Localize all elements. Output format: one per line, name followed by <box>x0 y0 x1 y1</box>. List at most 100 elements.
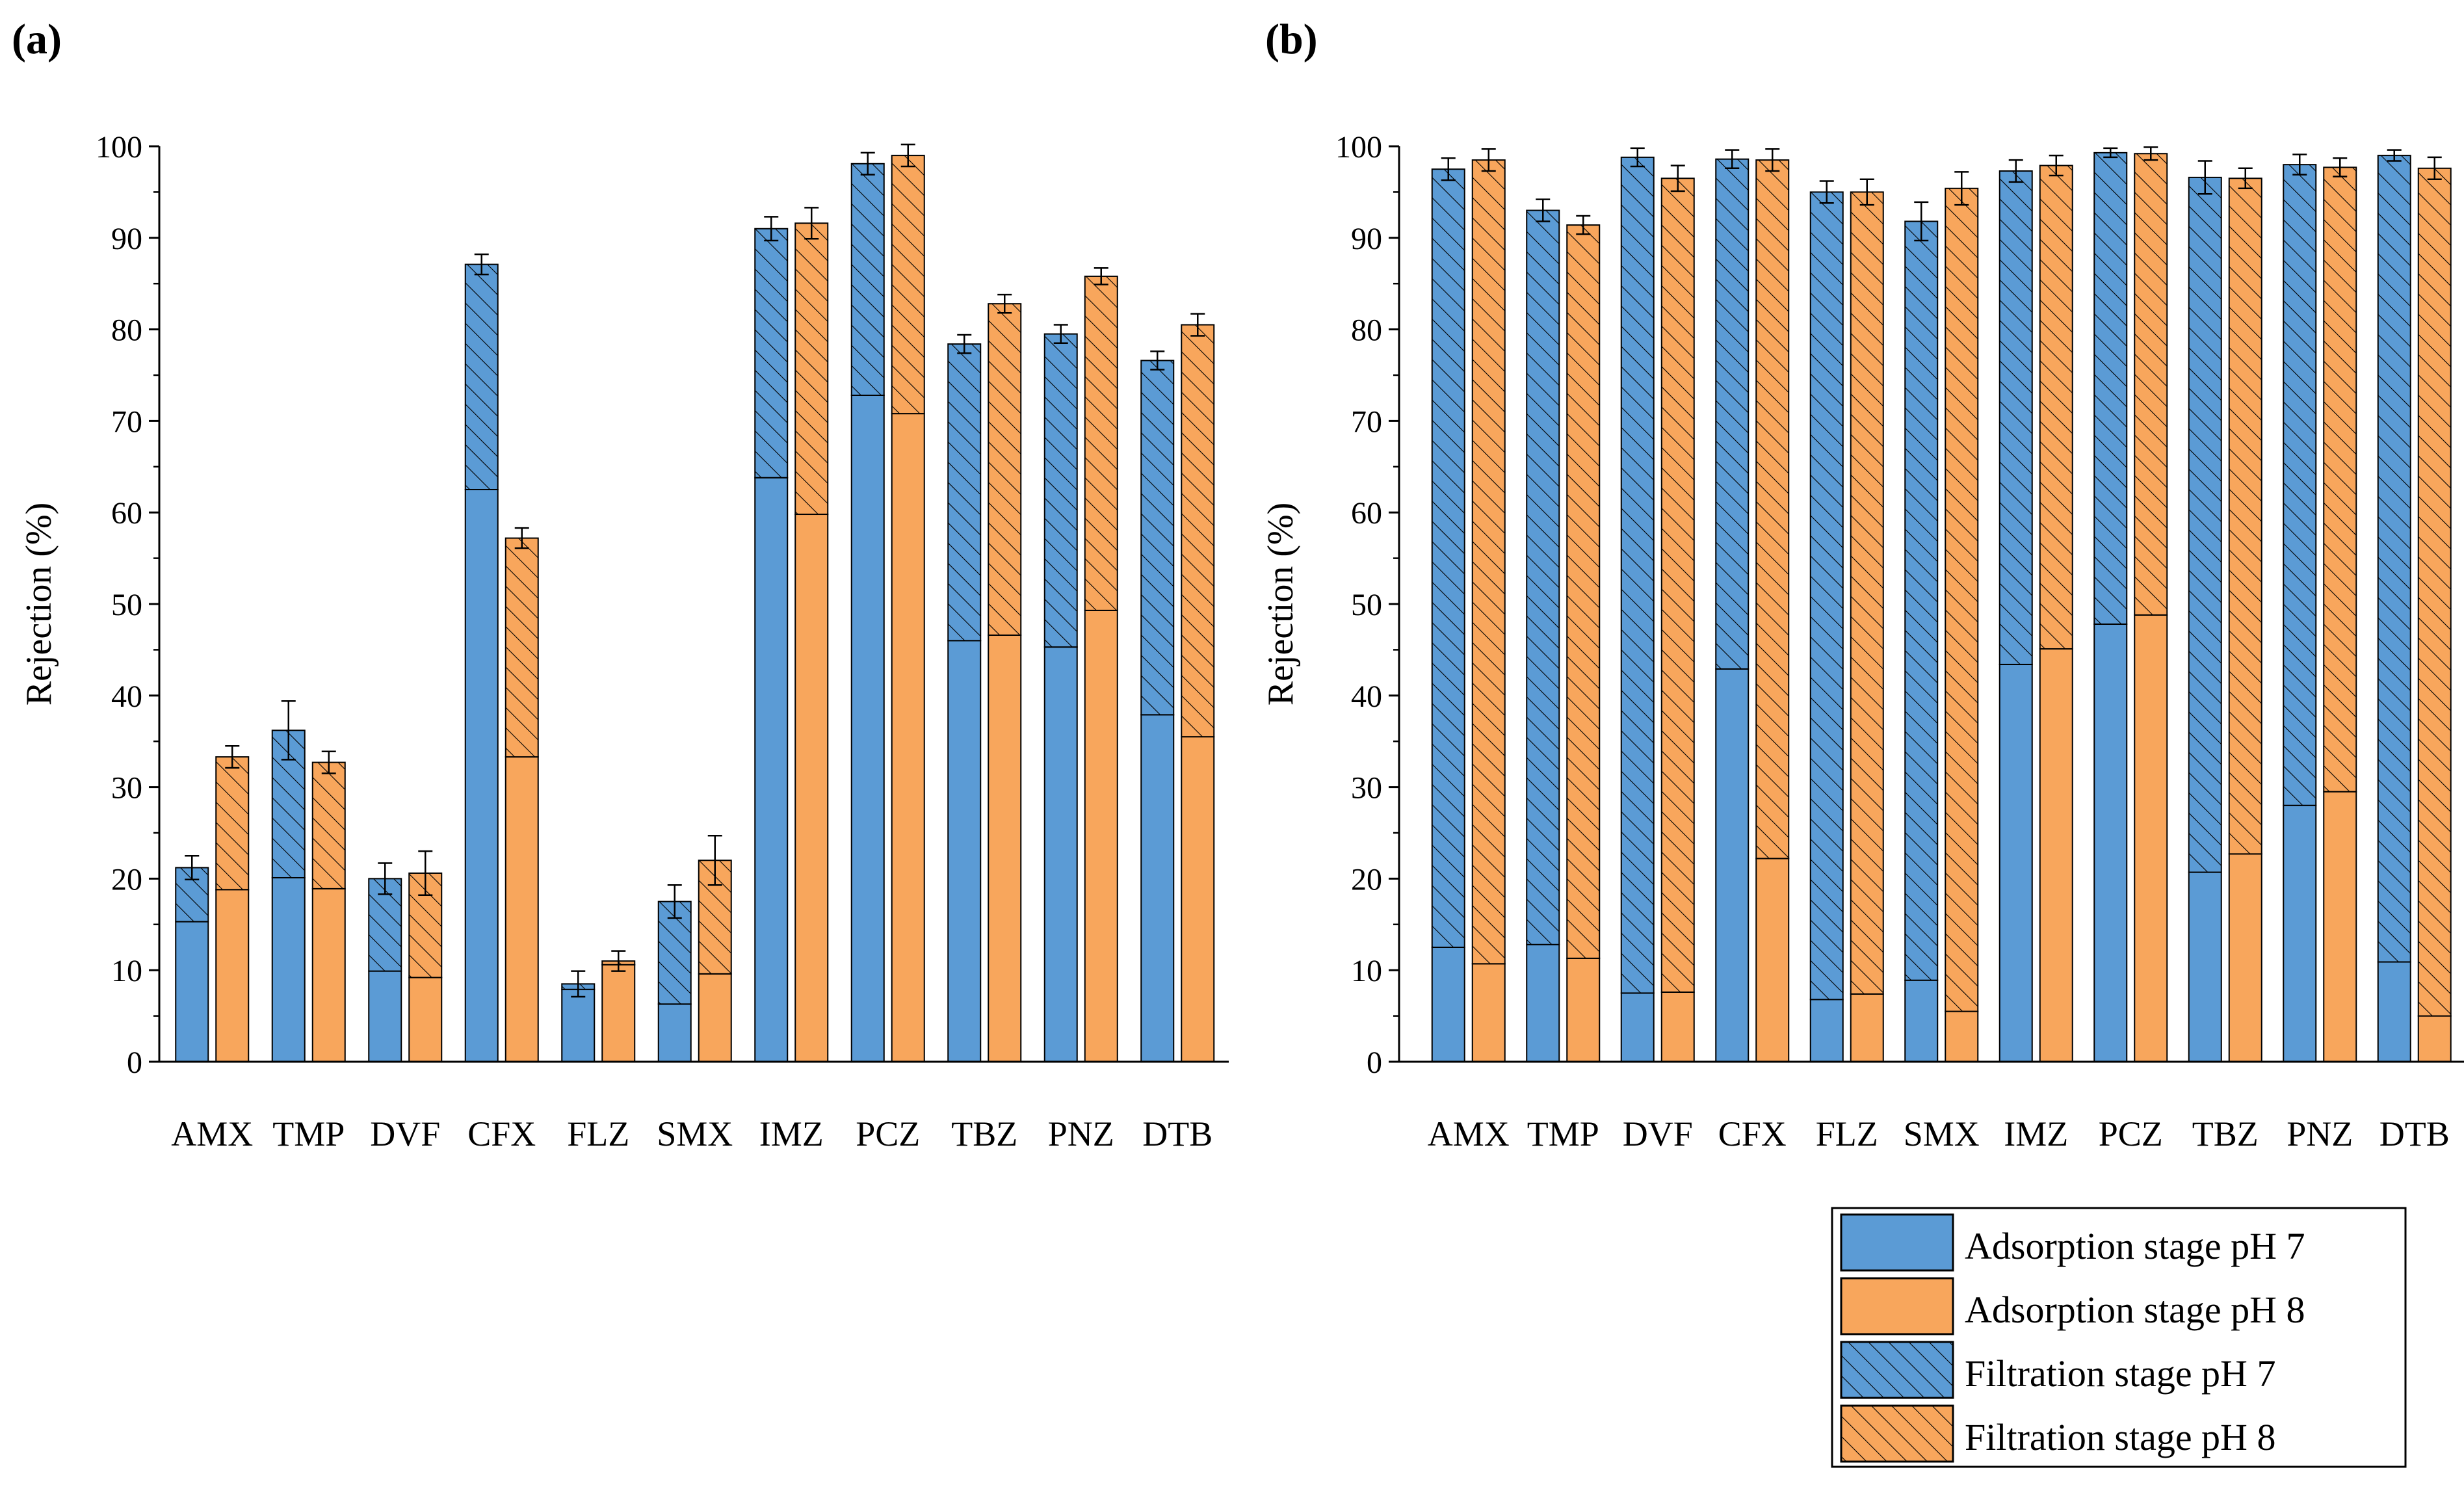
x-tick-label: DTB <box>1142 1114 1212 1153</box>
bar-adsorption-ph7 <box>2188 871 2222 1062</box>
bar-filtration-hatch-ph8 <box>891 155 924 414</box>
y-tick-label: 40 <box>111 679 142 714</box>
chart-panel-a: 0 10 20 30 40 50 60 70 80 90 100 Rejection (%) AMX TM… <box>19 130 1229 1153</box>
bar-adsorption-ph8 <box>2228 853 2262 1063</box>
bar-adsorption-ph7 <box>1715 668 1750 1062</box>
bar-filtration-hatch-ph7 <box>2378 155 2411 962</box>
bar-adsorption-ph7 <box>561 988 596 1062</box>
bar-filtration-hatch-ph7 <box>1810 192 1843 1000</box>
bar-adsorption-ph8 <box>2323 791 2357 1062</box>
y-tick-label: 100 <box>96 130 142 164</box>
legend-label-filtration-ph7: Filtration stage pH 7 <box>1965 1352 2275 1395</box>
bar-adsorption-ph8 <box>215 889 250 1063</box>
x-tick-label: PNZ <box>2287 1114 2353 1153</box>
x-tick-label: FLZ <box>1816 1114 1878 1153</box>
bar-adsorption-ph8 <box>1850 993 1884 1062</box>
y-tick-label: 20 <box>111 862 142 897</box>
bar-filtration-hatch-ph8 <box>1472 160 1505 964</box>
bar-adsorption-ph8 <box>311 887 346 1062</box>
x-tick-label: PCZ <box>856 1114 920 1153</box>
bar-filtration-hatch-ph7 <box>1905 221 1938 980</box>
bar-adsorption-ph7 <box>2093 623 2128 1062</box>
legend-swatch-adsorption-ph8 <box>1840 1277 1954 1335</box>
bar-adsorption-ph7 <box>1140 714 1175 1063</box>
panel-label-b: (b) <box>1265 16 1318 63</box>
bar-adsorption-ph8 <box>891 413 925 1062</box>
x-tick-label: FLZ <box>567 1114 629 1153</box>
bar-filtration-hatch-ph7 <box>1716 159 1749 669</box>
x-tick-label: SMX <box>1904 1114 1980 1153</box>
y-axis-title: Rejection (%) <box>1261 503 1301 706</box>
bar-adsorption-ph8 <box>988 634 1022 1062</box>
bar-adsorption-ph7 <box>175 921 209 1063</box>
y-tick-label: 50 <box>111 588 142 622</box>
bar-filtration-hatch-ph8 <box>312 762 345 889</box>
bar-adsorption-ph8 <box>2417 1015 2452 1062</box>
bar-adsorption-ph7 <box>2377 961 2411 1062</box>
bar-filtration-hatch-ph8 <box>1567 225 1600 958</box>
bar-filtration-hatch-ph7 <box>1432 169 1465 948</box>
bar-adsorption-ph8 <box>1181 736 1215 1063</box>
bar-adsorption-ph7 <box>947 640 982 1062</box>
bar-filtration-hatch-ph7 <box>948 344 981 641</box>
chart-panel-b: 0 10 20 30 40 50 60 70 80 90 100 Rejection (%) AMX TM… <box>1261 130 2464 1153</box>
bar-adsorption-ph7 <box>1904 979 1939 1062</box>
bar-filtration-hatch-ph8 <box>2134 153 2168 615</box>
bar-filtration-hatch-ph7 <box>2283 164 2316 806</box>
x-tick-label: TMP <box>272 1114 345 1153</box>
bar-adsorption-ph7 <box>1620 992 1655 1063</box>
bar-adsorption-ph7 <box>850 394 885 1063</box>
bar-filtration-hatch-ph8 <box>2418 168 2451 1016</box>
bar-filtration-hatch-ph8 <box>2039 165 2073 649</box>
y-tick-label: 70 <box>1351 404 1382 439</box>
y-tick-label: 80 <box>1351 313 1382 348</box>
bar-adsorption-ph8 <box>601 964 636 1062</box>
panel-label-a: (a) <box>12 16 62 63</box>
legend-hatch-filtration-ph7 <box>1840 1341 1954 1399</box>
y-tick-label: 100 <box>1335 130 1382 164</box>
legend-hatch-filtration-ph8 <box>1840 1404 1954 1463</box>
bar-filtration-hatch-ph8 <box>1661 178 1694 992</box>
x-tick-label: DVF <box>370 1114 440 1153</box>
bar-filtration-hatch-ph8 <box>1084 276 1118 611</box>
y-tick-label: 50 <box>1351 588 1382 622</box>
y-tick-label: 20 <box>1351 862 1382 897</box>
y-tick-label: 30 <box>111 771 142 806</box>
x-tick-label: TBZ <box>2192 1114 2259 1153</box>
bar-filtration-hatch-ph7 <box>465 264 498 490</box>
y-tick-label: 10 <box>1351 954 1382 988</box>
x-tick-label: DVF <box>1623 1114 1693 1153</box>
bar-adsorption-ph7 <box>1526 943 1560 1062</box>
y-tick-label: 60 <box>1351 496 1382 531</box>
bar-filtration-hatch-ph7 <box>2094 152 2127 624</box>
bar-adsorption-ph7 <box>1999 663 2033 1062</box>
bar-filtration-hatch-ph8 <box>2324 167 2357 792</box>
bar-adsorption-ph7 <box>1043 646 1078 1062</box>
bar-adsorption-ph7 <box>657 1003 692 1063</box>
bar-adsorption-ph7 <box>271 876 306 1062</box>
bar-filtration-hatch-ph7 <box>1141 360 1174 715</box>
bar-adsorption-ph7 <box>1809 999 1844 1062</box>
bar-adsorption-ph8 <box>1084 609 1118 1062</box>
x-tick-label: IMZ <box>2004 1114 2068 1153</box>
bar-adsorption-ph8 <box>2134 614 2168 1062</box>
y-tick-label: 0 <box>1367 1045 1382 1080</box>
bar-filtration-hatch-ph7 <box>2188 177 2222 873</box>
legend-label-filtration-ph8: Filtration stage pH 8 <box>1965 1416 2275 1458</box>
x-tick-label: TBZ <box>951 1114 1017 1153</box>
y-tick-label: 70 <box>111 404 142 439</box>
bar-adsorption-ph8 <box>1660 991 1695 1062</box>
bar-adsorption-ph7 <box>2283 804 2317 1062</box>
x-tick-label: CFX <box>467 1114 536 1153</box>
bar-adsorption-ph7 <box>368 970 402 1063</box>
y-tick-label: 80 <box>111 313 142 348</box>
bar-filtration-hatch-ph7 <box>1621 157 1654 993</box>
x-tick-label: DTB <box>2379 1114 2450 1153</box>
x-tick-label: AMX <box>1428 1114 1510 1153</box>
bar-filtration-hatch-ph7 <box>1999 171 2032 664</box>
bar-filtration-hatch-ph7 <box>1527 210 1560 945</box>
x-tick-label: TMP <box>1527 1114 1599 1153</box>
bar-filtration-hatch-ph8 <box>216 757 249 890</box>
bar-filtration-hatch-ph8 <box>988 304 1021 635</box>
x-tick-label: AMX <box>171 1114 253 1153</box>
